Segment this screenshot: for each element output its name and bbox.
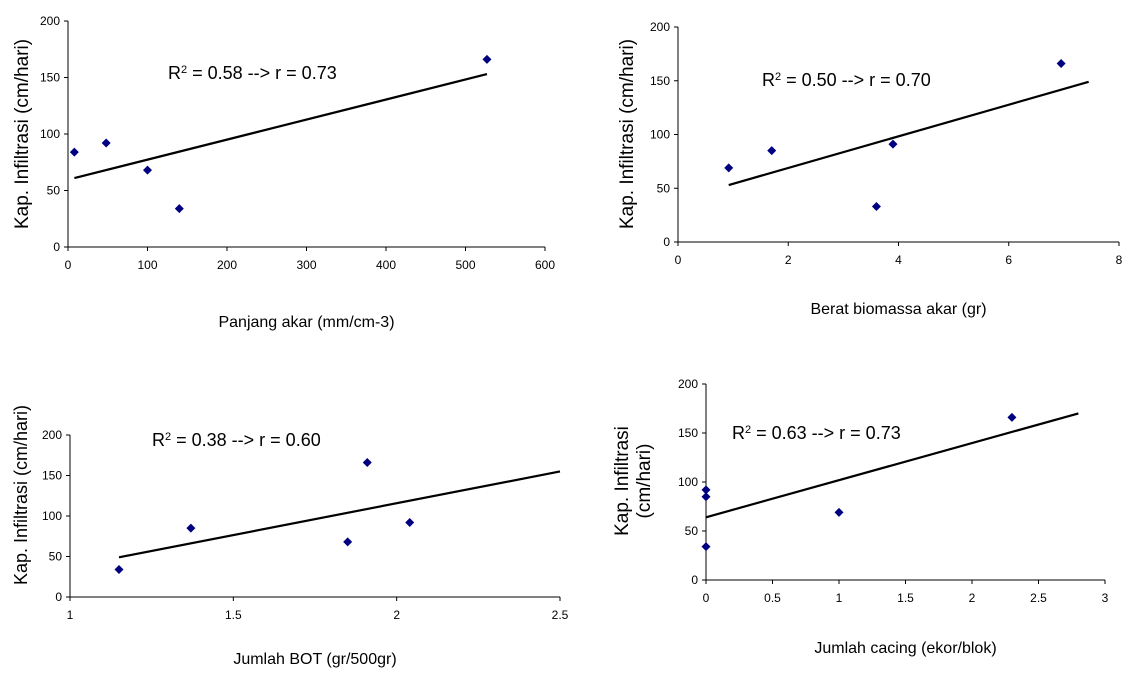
data-point [69,147,79,157]
x-axis-label: Jumlah BOT (gr/500gr) [233,651,396,668]
chart-panel-2: 0 50 100 150 200 0 2 4 6 8 R2 = 0.50 --> r = 0.70 B… [617,20,1123,318]
data-point [186,523,196,533]
r-squared-annotation: R2 = 0.58 --> r = 0.73 [168,63,337,83]
x-tick-label: 0 [675,253,682,267]
data-point [405,517,415,527]
y-tick-label: 150 [678,426,698,440]
x-tick-label: 300 [296,258,316,272]
x-tick-label: 1 [836,591,843,605]
x-tick-label: 2 [785,253,792,267]
y-tick-label: 0 [53,240,60,254]
data-point [143,165,152,175]
chart-panel-3: 0 50 100 150 200 1 1.5 2 2.5 R2 = 0.38 --> r = 0.… [11,405,569,668]
x-tick-label: 2.5 [1030,591,1047,605]
y-tick-label: 100 [678,475,698,489]
y-tick-label: 150 [40,71,60,85]
x-tick-label: 500 [455,258,475,272]
x-axis-label: Berat biomassa akar (gr) [810,301,986,318]
data-point [871,202,881,212]
y-tick-label: 0 [663,235,670,249]
x-tick-label: 0.5 [764,591,781,605]
y-tick-label: 200 [40,14,60,28]
data-point [701,485,711,495]
data-point [1007,412,1017,422]
y-tick-label: 0 [55,590,62,604]
data-point [767,146,777,156]
y-axis-label: Kap. Infiltrasi (cm/hari) [11,405,31,585]
trendline [74,73,488,180]
data-point [701,542,711,552]
data-point [701,492,711,502]
y-tick-label: 100 [42,509,62,523]
x-tick-label: 2.5 [552,608,569,622]
x-axis-label: Jumlah cacing (ekor/blok) [814,640,996,657]
data-point [1056,59,1066,69]
data-point [724,163,734,173]
y-tick-label: 0 [691,573,698,587]
x-tick-label: 2 [393,608,400,622]
x-tick-label: 8 [1116,253,1123,267]
data-point [343,537,353,547]
x-tick-label: 1.5 [225,608,242,622]
y-tick-label: 50 [49,550,63,564]
trendline [118,470,561,559]
r-squared-annotation: R2 = 0.38 --> r = 0.60 [152,430,321,450]
x-tick-label: 0 [65,258,72,272]
x-axis-label: Panjang akar (mm/cm-3) [218,314,394,331]
chart-panel-4: 0 50 100 150 200 0 0.5 1 1.5 2 2.5 3 R2 = 0.63 --> r… [612,377,1109,657]
data-point [482,54,492,64]
y-tick-label: 50 [685,524,699,538]
chart-panel-1: 0 50 100 150 200 0 100 200 300 400 500 600 R2 = 0.58… [12,14,555,331]
y-tick-label: 150 [42,469,62,483]
x-tick-label: 400 [376,258,396,272]
y-axis-label: Kap. Infiltrasi (cm/hari) [12,39,33,229]
r-squared-annotation: R2 = 0.50 --> r = 0.70 [762,70,931,90]
r-squared-annotation: R2 = 0.63 --> r = 0.73 [732,423,901,443]
x-tick-label: 2 [969,591,976,605]
y-tick-label: 50 [47,184,61,198]
x-tick-label: 3 [1102,591,1109,605]
x-tick-label: 0 [703,591,710,605]
y-tick-label: 200 [678,377,698,391]
trendline [728,80,1089,187]
y-axis-label: Kap. Infiltrasi (cm/hari) [617,39,638,229]
x-tick-label: 6 [1005,253,1012,267]
x-tick-label: 4 [895,253,902,267]
x-tick-label: 100 [137,258,157,272]
y-tick-label: 50 [657,181,671,195]
data-point [174,204,184,214]
trendline [705,412,1079,519]
x-tick-label: 1 [67,608,74,622]
y-tick-label: 200 [650,20,670,34]
x-tick-label: 600 [535,258,555,272]
y-tick-label: 150 [650,74,670,88]
y-tick-label: 100 [650,128,670,142]
y-tick-label: 100 [40,127,60,141]
data-point [114,564,124,574]
y-axis-label: Kap. Infiltrasi(cm/hari) [612,426,655,536]
x-tick-label: 200 [217,258,237,272]
data-point [888,139,898,149]
y-tick-label: 200 [42,428,62,442]
data-point [101,138,111,148]
x-tick-label: 1.5 [897,591,914,605]
data-point [834,507,844,517]
data-point [362,458,372,468]
